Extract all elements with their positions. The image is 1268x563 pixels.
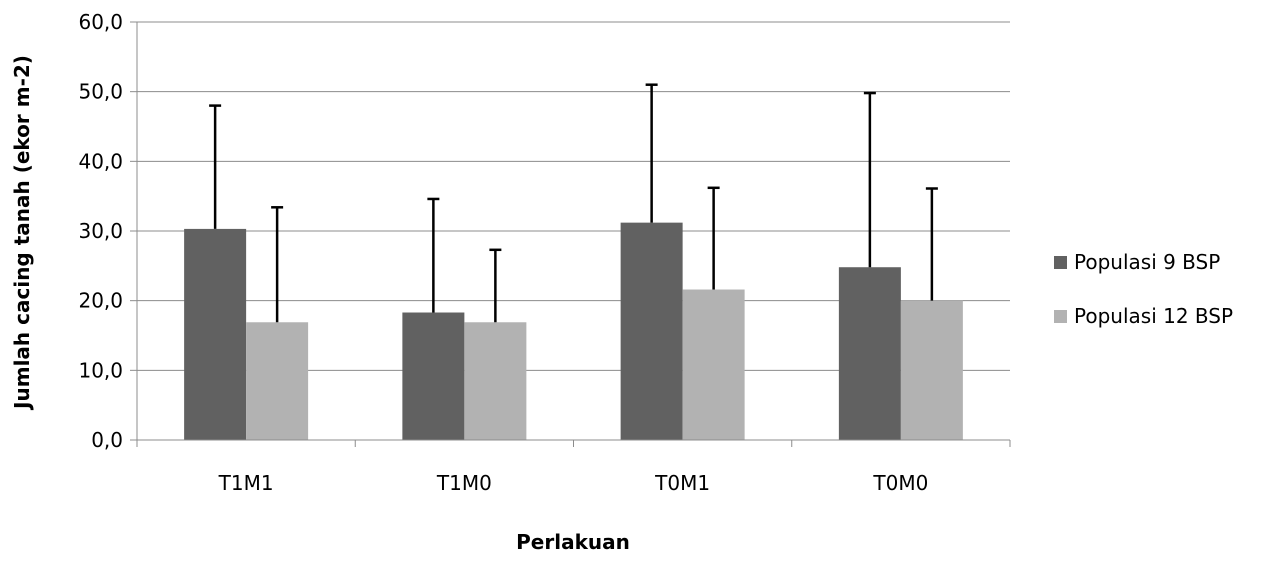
legend-swatch	[1054, 310, 1067, 323]
bar	[464, 322, 527, 440]
x-tick-label: T0M1	[654, 471, 710, 495]
legend-label: Populasi 12 BSP	[1074, 304, 1233, 328]
legend-swatch	[1054, 256, 1067, 269]
error-bars	[209, 83, 938, 323]
y-axis-title: Jumlah cacing tanah (ekor m-2)	[10, 55, 34, 411]
y-tick-label: 40,0	[78, 149, 123, 173]
bar	[838, 267, 901, 440]
bar	[402, 312, 465, 440]
bar	[682, 289, 745, 440]
x-tick-label: T0M0	[872, 471, 928, 495]
x-tick-label: T1M1	[218, 471, 274, 495]
bars	[184, 222, 963, 440]
bar	[900, 300, 963, 440]
legend-label: Populasi 9 BSP	[1074, 250, 1220, 274]
bar	[620, 222, 683, 440]
bar	[184, 228, 247, 440]
y-tick-label: 0,0	[91, 428, 123, 452]
x-tick-label: T1M0	[436, 471, 492, 495]
bar	[246, 322, 309, 440]
legend: Populasi 9 BSP Populasi 12 BSP	[1054, 250, 1233, 328]
y-tick-label: 60,0	[78, 10, 123, 34]
x-axis-title: Perlakuan	[516, 530, 630, 554]
y-tick-label: 20,0	[78, 289, 123, 313]
y-tick-label: 30,0	[78, 219, 123, 243]
y-tick-label: 10,0	[78, 358, 123, 382]
y-tick-label: 50,0	[78, 80, 123, 104]
axes: 0,0 10,0 20,0 30,0 40,0 50,0 60,0 T1M1 T1M0 T0M1 T…	[78, 10, 1011, 495]
